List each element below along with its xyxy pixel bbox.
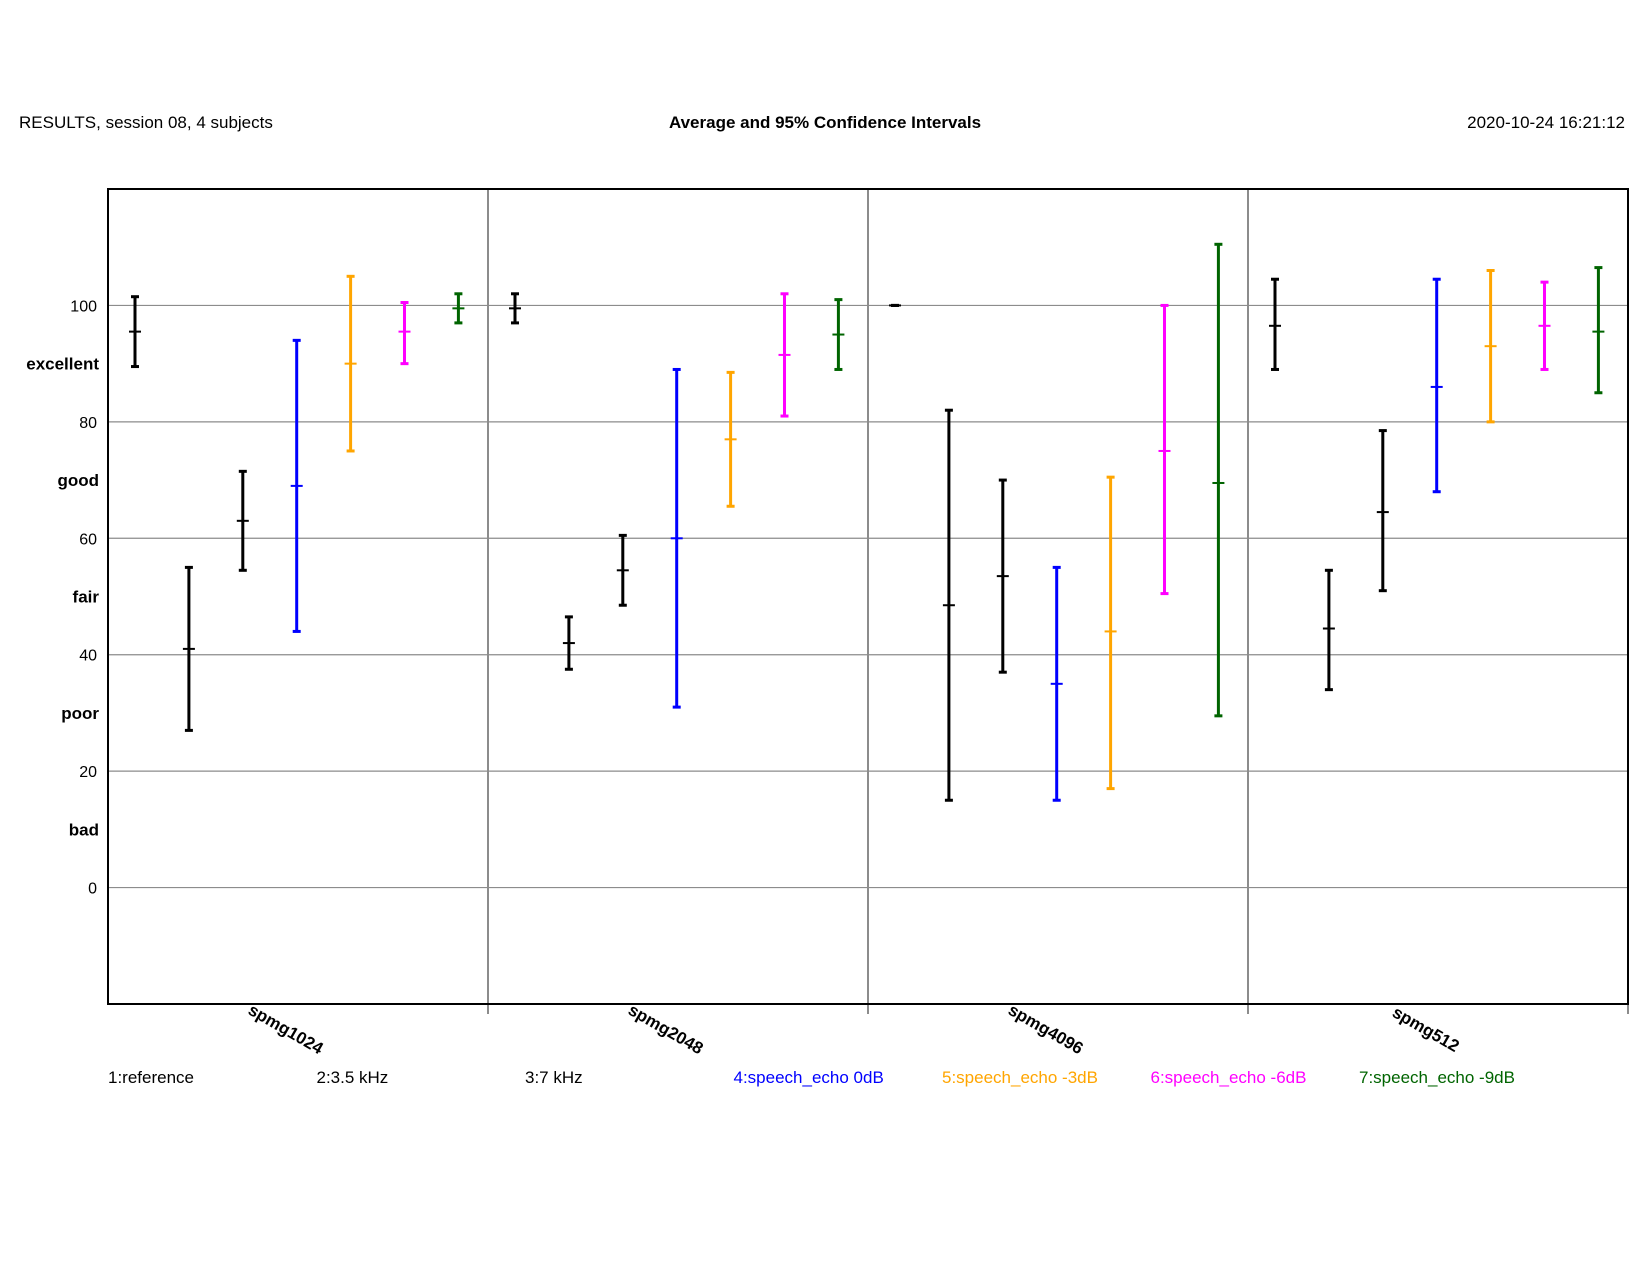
y-tick-label: 40 — [79, 648, 97, 665]
legend-item-6: 6:speech_echo -6dB — [1151, 1068, 1307, 1087]
errorbar-spmg2048-series2 — [562, 615, 575, 671]
legend-item-7: 7:speech_echo -9dB — [1359, 1068, 1515, 1087]
legend-item-3: 3:7 kHz — [525, 1068, 583, 1087]
y-tick-label: 20 — [79, 764, 97, 781]
errorbar-spmg4096-series7 — [1212, 242, 1225, 718]
errorbar-spmg4096-series4 — [1050, 565, 1063, 802]
y-tick-label: 0 — [88, 881, 97, 898]
quality-label-good: good — [57, 471, 99, 490]
group-label-spmg512: spmg512 — [1389, 1003, 1462, 1056]
errorbar-spmg1024-series1 — [129, 295, 141, 369]
errorbar-spmg2048-series5 — [724, 370, 737, 508]
errorbar-spmg1024-series2 — [182, 565, 195, 732]
errorbar-spmg1024-series3 — [236, 469, 249, 572]
errorbar-spmg2048-series7 — [832, 298, 845, 371]
quality-label-fair: fair — [73, 588, 100, 607]
errorbar-spmg1024-series6 — [398, 301, 411, 366]
y-axis: 0 20 40 60 80 100 — [70, 298, 97, 897]
errorbar-spmg512-series3 — [1376, 429, 1389, 593]
y-tick-label: 100 — [70, 298, 97, 315]
error-bars — [129, 242, 1605, 802]
quality-scale: bad poor fair good excellent — [26, 355, 99, 840]
legend-item-1: 1:reference — [108, 1068, 194, 1087]
errorbar-spmg4096-series3 — [996, 478, 1009, 674]
errorbar-spmg2048-series4 — [670, 367, 683, 709]
legend-item-5: 5:speech_echo -3dB — [942, 1068, 1098, 1087]
legend-item-4: 4:speech_echo 0dB — [734, 1068, 884, 1087]
errorbar-spmg2048-series6 — [778, 292, 791, 418]
errorbar-spmg512-series6 — [1538, 280, 1551, 371]
group-labels: spmg1024 spmg2048 spmg4096 spmg512 — [245, 1000, 1462, 1058]
chart-title: Average and 95% Confidence Intervals — [669, 113, 981, 132]
group-label-spmg1024: spmg1024 — [245, 1000, 327, 1058]
group-separators — [487, 189, 1629, 1014]
errorbar-spmg4096-series5 — [1104, 475, 1117, 791]
group-label-spmg4096: spmg4096 — [1005, 1000, 1087, 1058]
errorbar-spmg512-series5 — [1484, 269, 1497, 424]
y-tick-label: 80 — [79, 415, 97, 432]
errorbar-spmg1024-series4 — [290, 338, 303, 633]
errorbar-spmg1024-series5 — [344, 274, 357, 453]
errorbar-spmg512-series2 — [1322, 568, 1335, 692]
errorbar-spmg512-series7 — [1592, 266, 1605, 395]
quality-label-poor: poor — [61, 704, 99, 723]
errorbar-spmg2048-series3 — [616, 533, 629, 607]
header-timestamp: 2020-10-24 16:21:12 — [1467, 113, 1625, 132]
y-tick-label: 60 — [79, 531, 97, 548]
errorbar-spmg1024-series7 — [452, 292, 465, 325]
errorbar-spmg512-series4 — [1430, 277, 1443, 494]
errorbar-spmg4096-series2 — [942, 408, 955, 802]
quality-label-bad: bad — [69, 820, 99, 839]
errorbar-spmg2048-series1 — [509, 292, 521, 325]
legend: 1:reference 2:3.5 kHz 3:7 kHz 4:speech_echo… — [108, 1068, 1515, 1087]
errorbar-spmg512-series1 — [1269, 277, 1281, 371]
plot-frame — [107, 188, 1629, 1005]
errorbar-spmg4096-series6 — [1158, 303, 1171, 596]
group-label-spmg2048: spmg2048 — [625, 1000, 707, 1058]
header-session-info: RESULTS, session 08, 4 subjects — [19, 113, 273, 132]
legend-item-2: 2:3.5 kHz — [317, 1068, 389, 1087]
quality-label-excellent: excellent — [26, 355, 99, 374]
